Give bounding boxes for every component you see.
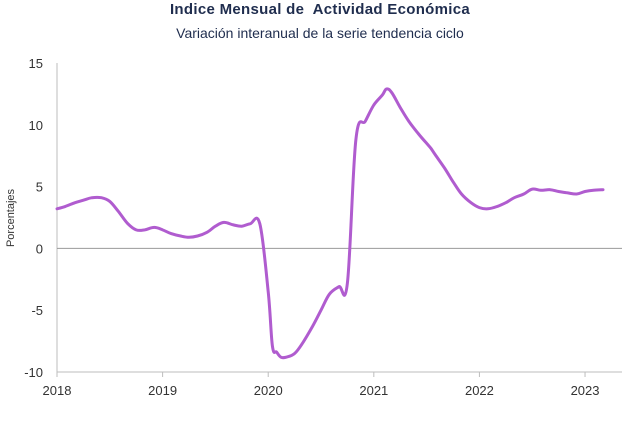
x-tick-label: 2022 [465,383,494,398]
x-tick-label: 2020 [254,383,283,398]
x-tick-label: 2021 [359,383,388,398]
y-axis-label: Porcentajes [5,188,17,247]
y-tick-label: 0 [36,241,43,256]
y-tick-label: 10 [29,118,43,133]
y-tick-label: 5 [36,180,43,195]
chart-title: Indice Mensual de Actividad Económica [169,1,471,18]
y-tick-label: -5 [31,303,43,318]
x-tick-label: 2018 [43,383,72,398]
series-line [55,87,605,360]
x-tick-label: 2019 [148,383,177,398]
y-tick-label: -10 [24,365,43,380]
y-tick-label: 15 [29,56,43,71]
chart-subtitle: Variación interanual de la serie tendenc… [176,25,464,41]
x-tick-label: 2023 [571,383,600,398]
